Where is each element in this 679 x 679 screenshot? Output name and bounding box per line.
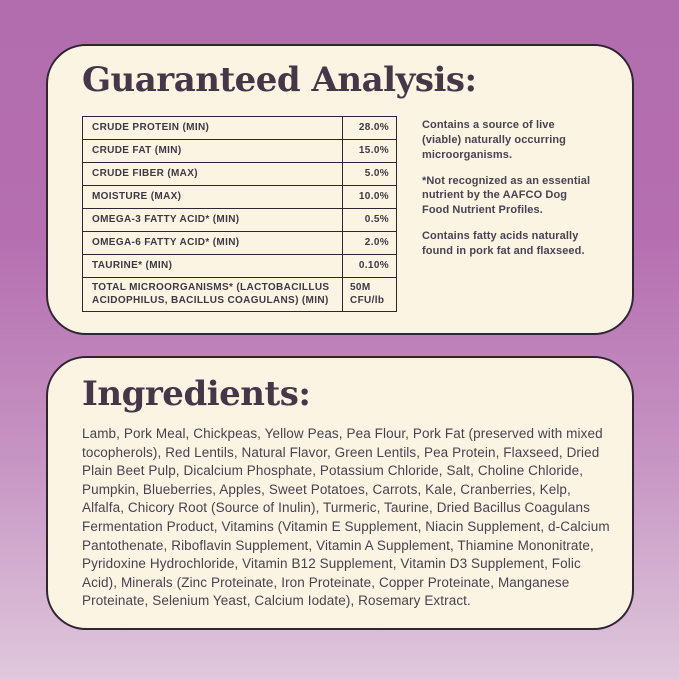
guaranteed-analysis-card: Guaranteed Analysis: CRUDE PROTEIN (MIN)… — [46, 44, 634, 335]
table-row: CRUDE FIBER (MAX) 5.0% — [82, 162, 397, 187]
nutrient-value: 5.0% — [342, 162, 397, 187]
table-row: TAURINE* (MIN) 0.10% — [82, 254, 397, 279]
ingredients-card: Ingredients: Lamb, Pork Meal, Chickpeas,… — [46, 356, 634, 630]
table-row: OMEGA-6 FATTY ACID* (MIN) 2.0% — [82, 231, 397, 256]
guaranteed-analysis-body: CRUDE PROTEIN (MIN) 28.0% CRUDE FAT (MIN… — [82, 116, 602, 313]
table-row: OMEGA-3 FATTY ACID* (MIN) 0.5% — [82, 208, 397, 233]
footnote-fatty-acids: Contains fatty acids naturally found in … — [422, 230, 585, 257]
nutrient-label: CRUDE FAT (MIN) — [82, 139, 343, 164]
nutrient-value: 28.0% — [342, 116, 397, 141]
guaranteed-analysis-table: CRUDE PROTEIN (MIN) 28.0% CRUDE FAT (MIN… — [82, 116, 397, 313]
ingredients-title: Ingredients: — [82, 374, 311, 414]
nutrient-label: MOISTURE (MAX) — [82, 185, 343, 210]
footnote-microorganisms: Contains a source of live (viable) natur… — [422, 119, 567, 161]
guaranteed-analysis-title: Guaranteed Analysis: — [82, 60, 477, 100]
nutrient-label: OMEGA-6 FATTY ACID* (MIN) — [82, 231, 343, 256]
nutrient-value: 0.10% — [342, 254, 397, 279]
nutrient-label: CRUDE PROTEIN (MIN) — [82, 116, 343, 141]
nutrient-label: OMEGA-3 FATTY ACID* (MIN) — [82, 208, 343, 233]
nutrient-label: TOTAL MICROORGANISMS* (LACTOBACILLUS ACI… — [82, 277, 343, 313]
nutrient-value: 15.0% — [342, 139, 397, 164]
table-row: TOTAL MICROORGANISMS* (LACTOBACILLUS ACI… — [82, 277, 397, 313]
footnote-aafco: *Not recognized as an essential nutrient… — [422, 174, 591, 217]
table-row: MOISTURE (MAX) 10.0% — [82, 185, 397, 210]
nutrient-label: TAURINE* (MIN) — [82, 254, 343, 279]
table-row: CRUDE FAT (MIN) 15.0% — [82, 139, 397, 164]
nutrient-label: CRUDE FIBER (MAX) — [82, 162, 343, 187]
table-row: CRUDE PROTEIN (MIN) 28.0% — [82, 116, 397, 141]
nutrient-value: 0.5% — [342, 208, 397, 233]
nutrient-value: 2.0% — [342, 231, 397, 256]
nutrient-value: 10.0% — [342, 185, 397, 210]
footnotes: Contains a source of live (viable) natur… — [422, 116, 594, 270]
ingredients-text: Lamb, Pork Meal, Chickpeas, Yellow Peas,… — [82, 426, 610, 609]
nutrient-value: 50M CFU/lb — [342, 277, 397, 313]
